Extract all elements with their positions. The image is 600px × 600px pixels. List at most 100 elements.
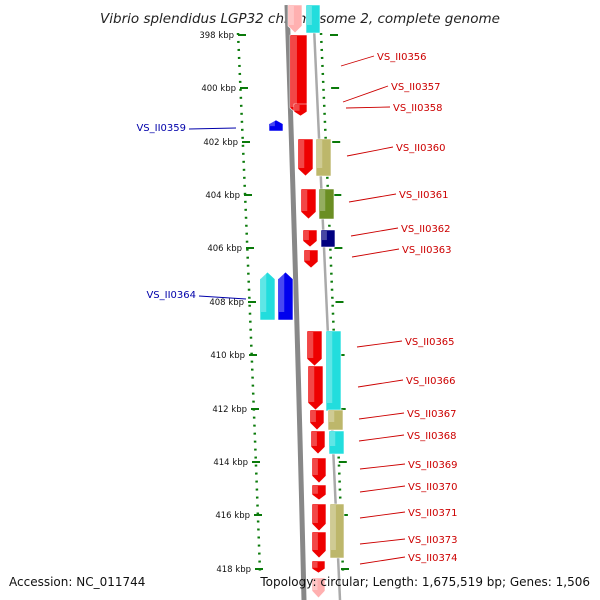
gene-glyph	[310, 430, 326, 455]
gene-label: VS_II0357	[391, 82, 441, 93]
gene-glyph	[307, 365, 324, 411]
gene-label: VS_II0361	[399, 190, 449, 201]
gene-glyph	[268, 119, 284, 132]
gene-label: VS_II0368	[407, 431, 457, 442]
gene-glyph	[311, 560, 326, 574]
gene-glyph	[328, 430, 345, 455]
gene-glyph-highlight	[311, 411, 316, 422]
gene-label: VS_II0374	[408, 553, 458, 564]
kbp-tick-label: 406 kbp	[207, 244, 242, 254]
gene-glyph-highlight	[291, 36, 297, 107]
gene-leader-line	[359, 463, 406, 470]
kbp-tick-label: 398 kbp	[199, 31, 234, 41]
gene-glyph-highlight	[331, 505, 336, 550]
gene-leader-line	[359, 538, 406, 545]
gene-glyph	[311, 484, 327, 501]
gene-leader-line	[359, 556, 406, 565]
gene-glyph-highlight	[289, 6, 294, 25]
gene-glyph-highlight	[279, 273, 285, 312]
gene-leader-line	[357, 379, 404, 388]
gene-glyph	[318, 188, 335, 220]
gene-label: VS_II0358	[393, 103, 443, 114]
gene-glyph-highlight	[317, 140, 323, 168]
gene-glyph	[306, 330, 323, 367]
gene-glyph	[300, 188, 317, 220]
map-content: 398 kbp 400 kbp 402 kbp 404 kbp 406 kbp 408 k…	[136, 4, 458, 600]
gene-label: VS_II0364	[146, 290, 196, 301]
gene-glyph	[311, 531, 327, 559]
gene-glyph-highlight	[295, 105, 300, 111]
gene-label: VS_II0365	[405, 337, 455, 348]
gene-glyph-highlight	[309, 367, 315, 402]
gene-glyph-highlight	[305, 251, 310, 261]
gene-glyph	[287, 4, 303, 34]
gene-glyph-highlight	[313, 579, 318, 590]
gene-leader-line	[342, 85, 389, 103]
kbp-tick-label: 404 kbp	[205, 191, 240, 201]
gene-glyph-highlight	[327, 332, 333, 403]
gene-label: VS_II0362	[401, 224, 451, 235]
gene-glyph-highlight	[313, 505, 318, 523]
ruler-left-dotted	[236, 32, 262, 573]
gene-label: VS_II0373	[408, 535, 458, 546]
gene-glyph-highlight	[308, 332, 314, 358]
gene-glyph	[320, 229, 336, 248]
gene-glyph	[311, 457, 327, 484]
kbp-tick-label: 410 kbp	[210, 351, 245, 361]
gene-label: VS_II0359	[136, 123, 186, 134]
gene-label: VS_II0360	[396, 143, 446, 154]
gene-leader-line	[345, 106, 391, 109]
gene-glyph	[309, 409, 325, 431]
gene-glyph	[293, 103, 308, 117]
gene-glyph-highlight	[313, 459, 318, 475]
gene-glyph	[329, 503, 345, 559]
gene-glyph-highlight	[312, 432, 317, 446]
gene-label: VS_II0369	[408, 460, 458, 471]
gene-label: VS_II0371	[408, 508, 458, 519]
gene-glyph-highlight	[299, 140, 305, 168]
gene-glyph	[327, 409, 344, 431]
gene-glyph	[315, 138, 332, 177]
kbp-tick-label: 400 kbp	[201, 84, 236, 94]
gene-glyph	[311, 503, 327, 532]
kbp-tick-label: 418 kbp	[216, 565, 251, 575]
gene-glyph-highlight	[313, 533, 318, 550]
gene-glyph-highlight	[261, 273, 267, 312]
gene-glyph	[302, 229, 318, 248]
gene-label: VS_II0370	[408, 482, 458, 493]
gene-leader-line	[351, 248, 400, 258]
gene-leader-line	[348, 193, 397, 203]
gene-leader-line	[358, 434, 405, 442]
gene-glyph-highlight	[313, 562, 318, 568]
gene-glyph	[277, 271, 294, 321]
gene-leader-line	[340, 55, 375, 67]
kbp-tick-label: 408 kbp	[209, 298, 244, 308]
gene-label: VS_II0366	[406, 376, 456, 387]
gene-glyph	[305, 4, 321, 34]
gene-glyph	[311, 577, 326, 599]
gene-label: VS_II0363	[402, 245, 452, 256]
ruler-right-dotted	[319, 32, 345, 573]
kbp-tick-label: 402 kbp	[203, 138, 238, 148]
gene-glyph-highlight	[329, 411, 335, 422]
kbp-tick-label: 414 kbp	[213, 458, 248, 468]
gene-label: VS_II0367	[407, 409, 457, 420]
gene-glyph	[303, 249, 319, 269]
gene-leader-line	[359, 511, 406, 519]
gene-leader-line	[356, 340, 403, 348]
gene-glyph-highlight	[270, 121, 275, 127]
accession-label: Accession: NC_011744	[9, 575, 145, 589]
genome-stats-label: Topology: circular; Length: 1,675,519 bp…	[259, 575, 590, 589]
gene-glyph-highlight	[322, 231, 327, 241]
kbp-tick-label: 416 kbp	[215, 511, 250, 521]
gene-glyph-highlight	[302, 190, 308, 211]
gene-glyph-highlight	[330, 432, 336, 446]
kbp-tick-label: 412 kbp	[212, 405, 247, 415]
gene-leader-line	[188, 127, 237, 130]
gene-glyph	[297, 138, 314, 177]
gene-glyph	[259, 271, 276, 321]
gene-glyph-highlight	[307, 6, 312, 25]
gene-glyph-highlight	[313, 486, 318, 494]
gene-glyph-highlight	[304, 231, 309, 241]
